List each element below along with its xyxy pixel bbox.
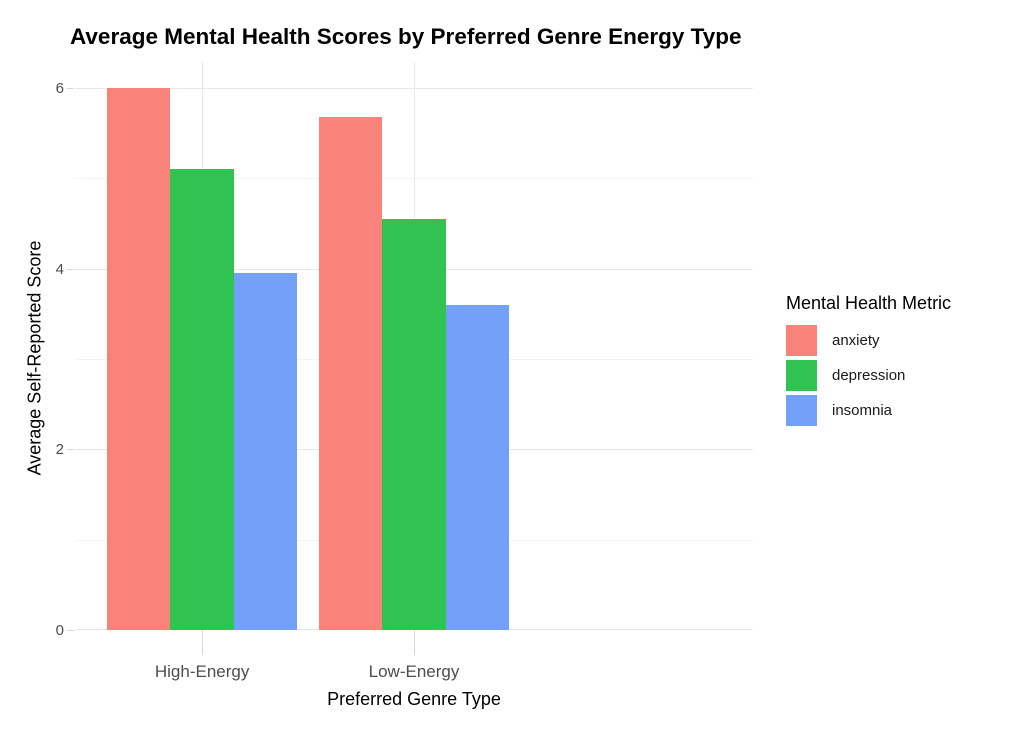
y-tick-label: 0 [55, 622, 64, 639]
bar-anxiety-low-energy [318, 117, 383, 630]
y-tick-mark [67, 88, 74, 90]
legend-item-insomnia: insomnia [786, 395, 951, 426]
legend-swatch-depression [786, 360, 817, 391]
chart-title: Average Mental Health Scores by Preferre… [70, 24, 742, 49]
bar-insomnia-low-energy [445, 304, 510, 630]
x-tick-mark [202, 630, 204, 655]
y-tick-mark [67, 630, 74, 631]
y-tick-label: 2 [55, 441, 64, 459]
plot-panel [75, 62, 753, 630]
bar-depression-high-energy [170, 169, 234, 630]
y-tick-label: 4 [55, 260, 64, 278]
legend: Mental Health Metric anxiety depression in… [786, 293, 951, 430]
x-axis-title: Preferred Genre Type [327, 689, 501, 709]
legend-label: depression [832, 367, 906, 384]
legend-swatch-anxiety [786, 325, 817, 356]
legend-label: anxiety [832, 332, 880, 349]
bar-insomnia-high-energy [233, 273, 298, 630]
y-tick-mark [67, 449, 74, 451]
legend-swatch-insomnia [786, 395, 817, 426]
legend-title: Mental Health Metric [786, 293, 952, 313]
legend-item-depression: depression [786, 360, 951, 391]
y-tick-mark [67, 268, 74, 270]
x-tick-label: High-Energy [154, 662, 250, 681]
legend-label: insomnia [832, 402, 893, 419]
bar-anxiety-high-energy [106, 88, 171, 630]
bar-depression-low-energy [382, 219, 446, 630]
x-tick-mark [414, 630, 415, 655]
y-tick-label: 6 [55, 80, 64, 98]
legend-items: anxiety depression insomnia [786, 325, 951, 426]
legend-item-anxiety: anxiety [786, 325, 951, 356]
x-tick-label: Low-Energy [368, 662, 460, 681]
